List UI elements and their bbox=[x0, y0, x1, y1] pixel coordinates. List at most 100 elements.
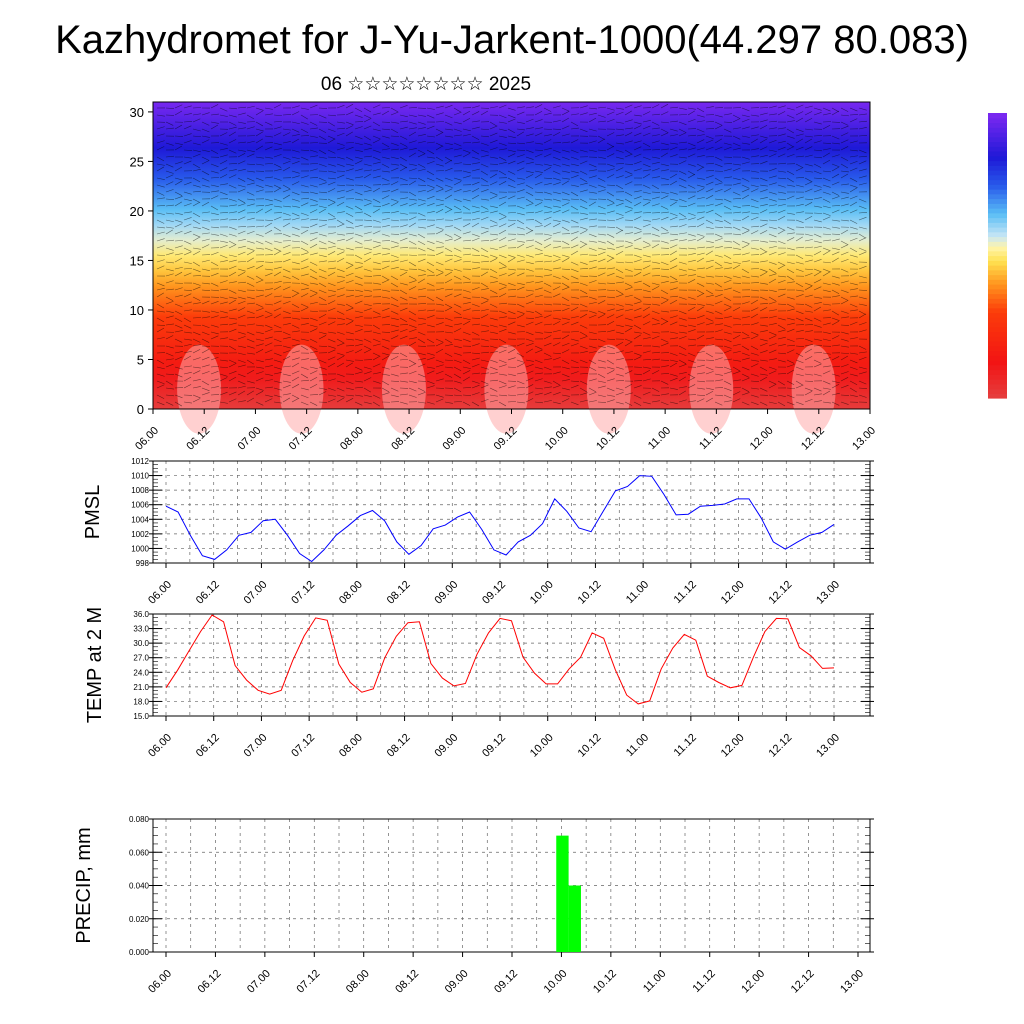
wind-barb bbox=[786, 170, 795, 175]
wind-barb bbox=[291, 362, 300, 368]
wind-barb bbox=[165, 273, 174, 277]
wind-barb bbox=[732, 343, 741, 347]
wind-barb bbox=[444, 135, 453, 138]
wind-barb bbox=[381, 289, 390, 292]
wind-barb bbox=[309, 218, 318, 221]
wind-barb bbox=[858, 303, 867, 306]
wind-barb bbox=[633, 352, 642, 356]
wind-barb bbox=[552, 128, 562, 130]
wind-barb bbox=[156, 384, 165, 389]
wind-barb bbox=[381, 373, 390, 376]
wind-barb bbox=[669, 216, 678, 221]
wind-barb bbox=[318, 177, 327, 182]
wind-barb bbox=[471, 261, 480, 264]
wind-barb bbox=[444, 271, 453, 277]
wind-barb bbox=[318, 275, 327, 279]
wind-barb bbox=[624, 324, 633, 328]
wind-barb bbox=[408, 131, 417, 137]
wind-barb bbox=[669, 331, 678, 334]
wind-barb bbox=[552, 246, 561, 249]
wind-barb bbox=[723, 267, 732, 270]
wind-barb bbox=[336, 268, 345, 272]
wind-barb bbox=[570, 149, 579, 154]
wind-barb bbox=[741, 352, 750, 356]
wind-barb bbox=[210, 331, 219, 335]
wind-barb bbox=[426, 261, 435, 267]
wind-barb bbox=[381, 128, 390, 131]
wind-barb bbox=[426, 156, 435, 159]
wind-barb bbox=[840, 401, 849, 405]
wind-barb bbox=[327, 138, 336, 144]
wind-barb bbox=[831, 142, 840, 145]
wind-barb bbox=[723, 163, 732, 165]
wind-barb bbox=[498, 245, 507, 249]
wind-barb bbox=[462, 110, 471, 116]
wind-barb bbox=[255, 390, 264, 396]
wind-barb bbox=[813, 400, 822, 403]
wind-barb bbox=[363, 268, 372, 272]
wind-barb bbox=[471, 401, 480, 407]
wind-barb bbox=[471, 384, 480, 389]
wind-barb bbox=[345, 350, 354, 354]
wind-barb bbox=[363, 189, 372, 193]
wind-barb bbox=[687, 225, 696, 228]
wind-barb bbox=[246, 191, 255, 196]
wind-barb bbox=[336, 121, 345, 124]
wind-barb bbox=[642, 212, 652, 214]
wind-barb bbox=[471, 380, 480, 384]
colorbar-swatch bbox=[988, 293, 1007, 299]
wind-barb bbox=[615, 134, 624, 137]
wind-barb bbox=[381, 315, 390, 319]
wind-barb bbox=[453, 328, 462, 333]
wind-barb bbox=[435, 322, 444, 326]
wind-barb bbox=[849, 167, 858, 172]
wind-barb bbox=[813, 338, 822, 341]
wind-barb bbox=[606, 345, 615, 349]
wind-barb bbox=[768, 301, 777, 305]
wind-barb bbox=[795, 203, 804, 207]
wind-barb bbox=[345, 380, 354, 385]
wind-barb bbox=[273, 307, 282, 312]
wind-barb bbox=[264, 184, 273, 188]
wind-barb bbox=[498, 181, 507, 186]
wind-barb bbox=[651, 140, 660, 144]
wind-barb bbox=[426, 282, 435, 287]
wind-barb bbox=[462, 175, 471, 179]
wind-barb bbox=[795, 196, 804, 200]
wind-barb bbox=[390, 352, 399, 354]
wind-barb bbox=[201, 177, 210, 182]
wind-barb bbox=[345, 121, 354, 126]
wind-barb bbox=[525, 321, 534, 326]
wind-barb bbox=[498, 316, 507, 319]
wind-barb bbox=[822, 152, 830, 158]
wind-barb bbox=[831, 166, 840, 172]
wind-barb bbox=[219, 337, 228, 340]
wind-barb bbox=[273, 313, 282, 319]
wind-barb bbox=[471, 135, 480, 141]
wind-barb bbox=[210, 378, 219, 382]
wind-barb bbox=[840, 125, 849, 130]
wind-barb bbox=[750, 225, 759, 228]
wind-barb bbox=[768, 335, 777, 340]
wind-barb bbox=[327, 349, 336, 354]
wind-barb bbox=[273, 177, 282, 181]
wind-barb bbox=[687, 247, 696, 250]
wind-barb bbox=[759, 324, 768, 327]
wind-barb bbox=[237, 177, 246, 182]
wind-barb bbox=[480, 296, 489, 300]
wind-barb bbox=[822, 338, 831, 342]
wind-barb bbox=[579, 345, 588, 350]
wind-barb bbox=[363, 155, 372, 158]
wind-barb bbox=[489, 303, 498, 308]
wind-barb bbox=[282, 194, 291, 200]
wind-barb bbox=[606, 142, 615, 148]
wind-barb bbox=[291, 191, 300, 196]
wind-barb bbox=[399, 335, 408, 340]
wind-barb bbox=[561, 170, 570, 173]
wind-barb bbox=[534, 142, 543, 145]
wind-barb bbox=[552, 321, 561, 326]
wind-barb bbox=[642, 369, 651, 375]
wind-barb bbox=[813, 156, 822, 159]
wind-barb bbox=[777, 329, 786, 333]
wind-barb bbox=[372, 338, 381, 343]
